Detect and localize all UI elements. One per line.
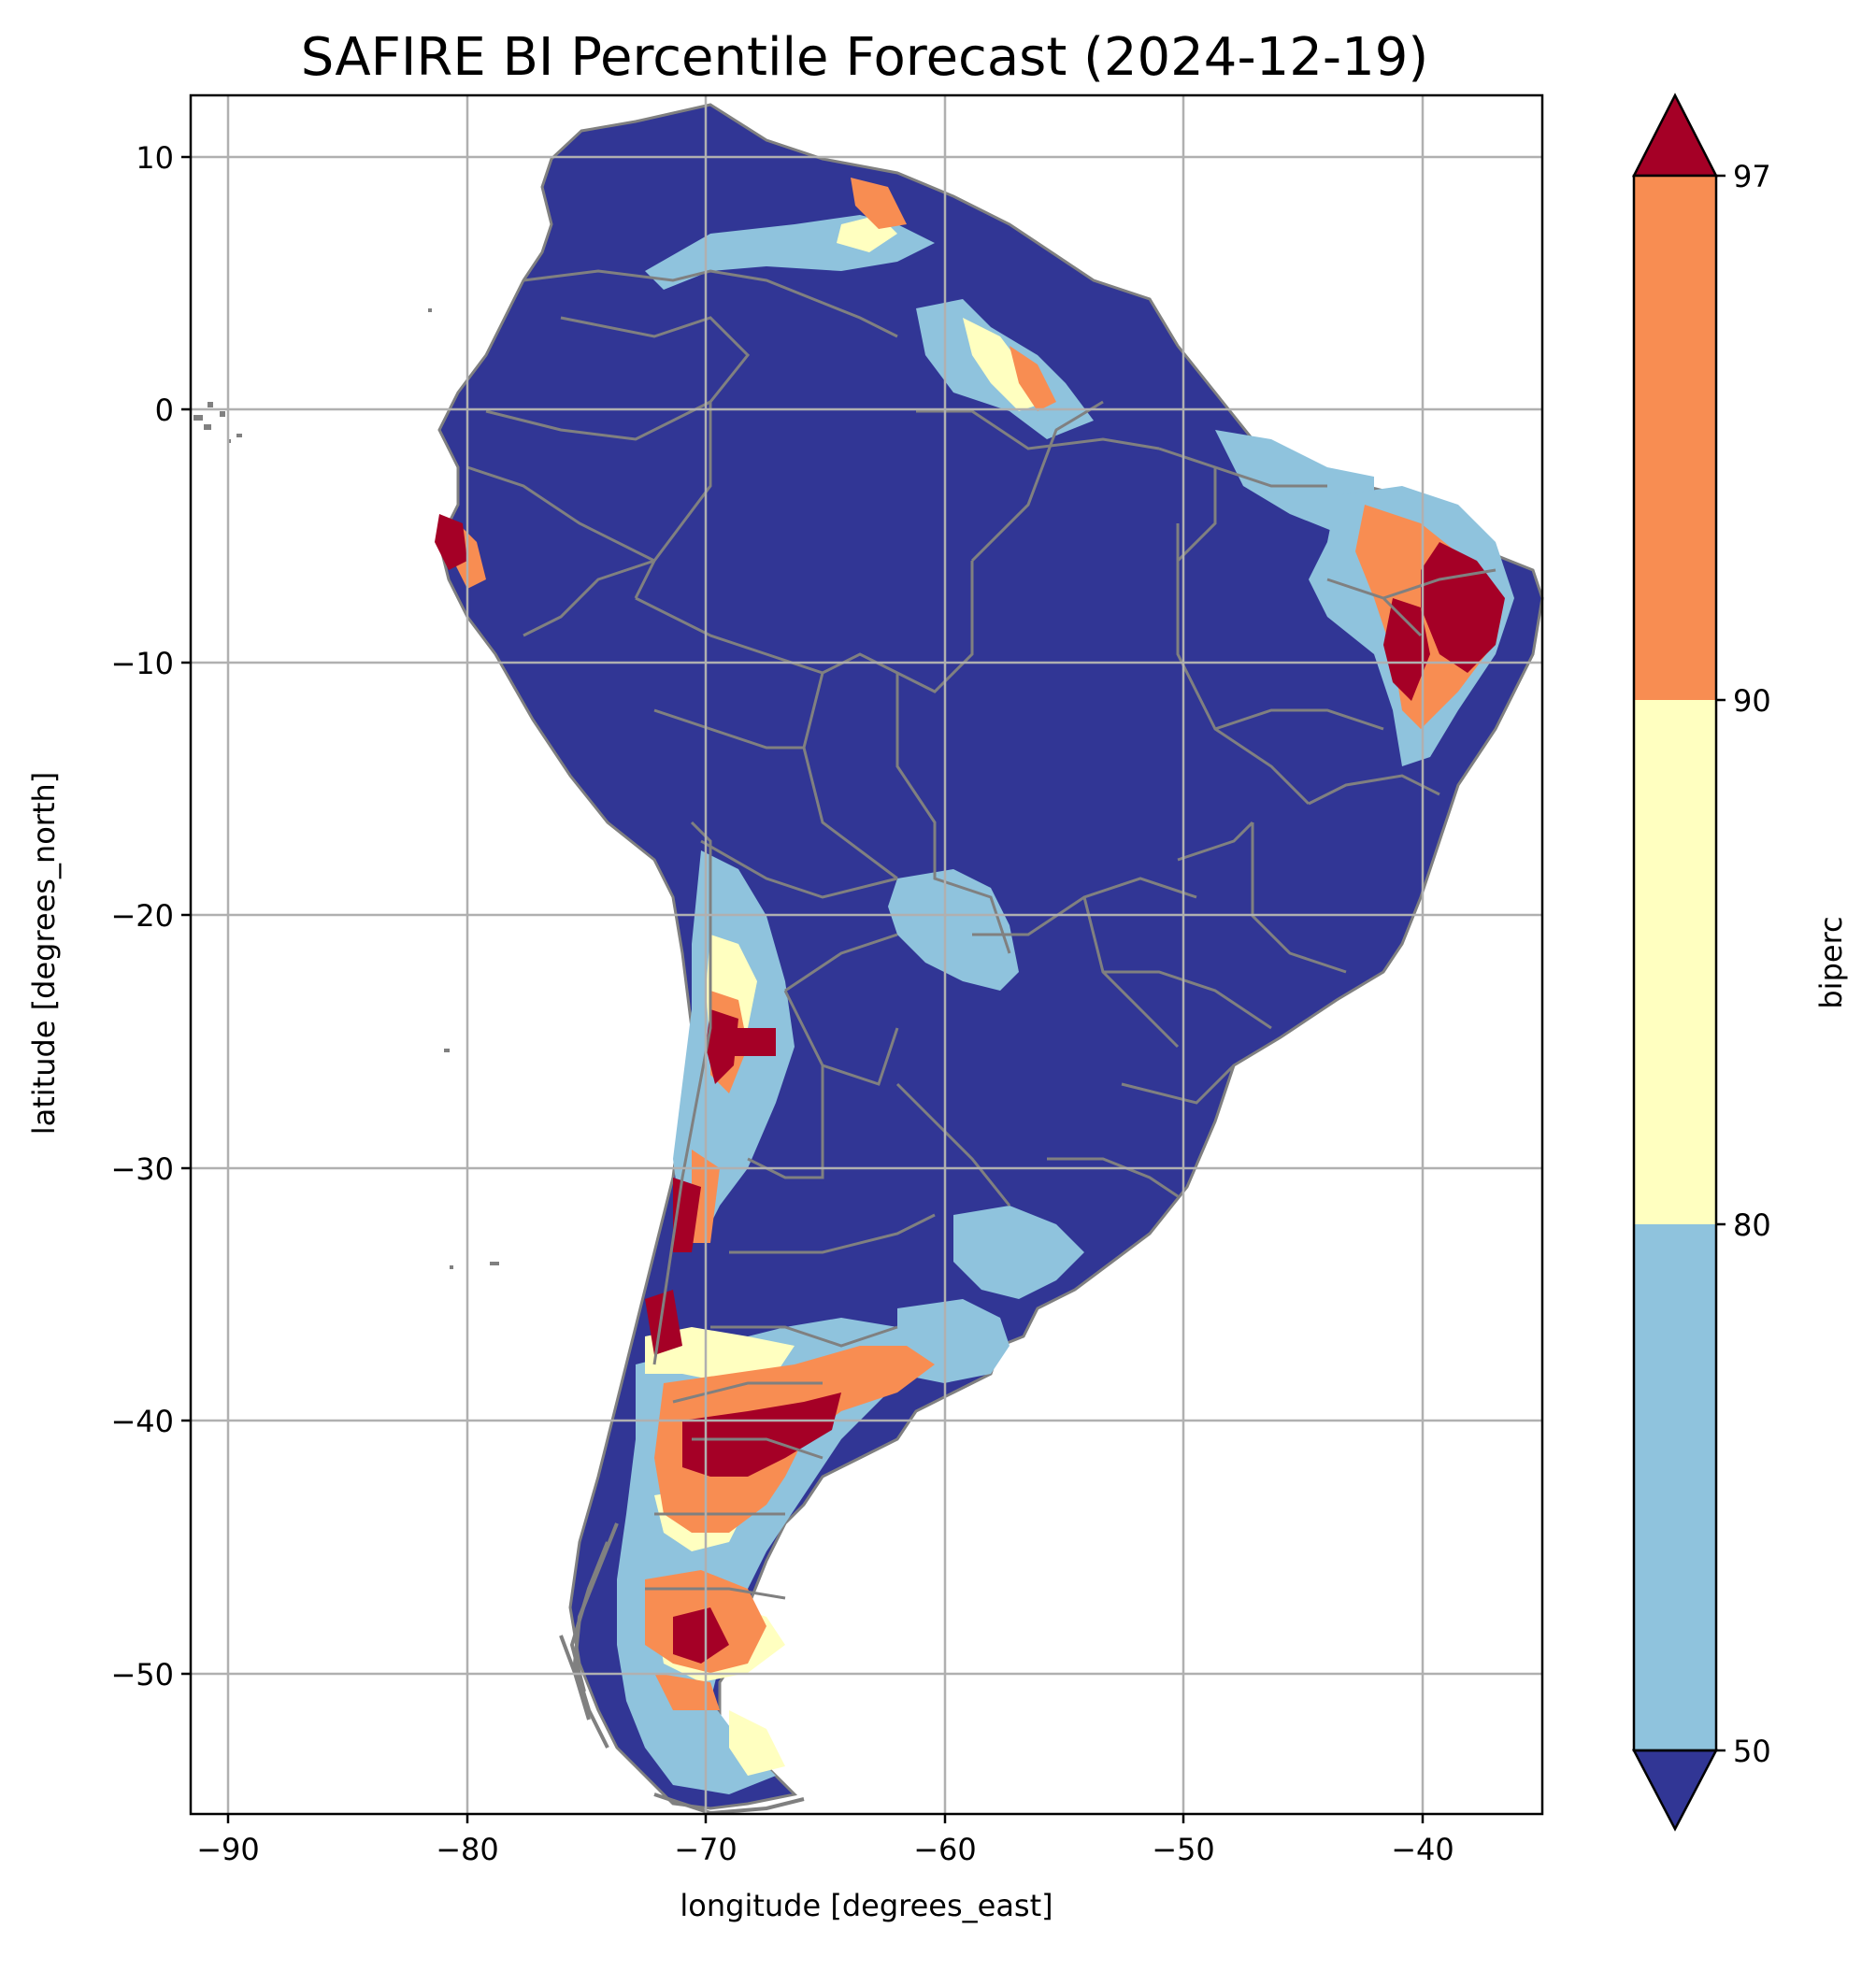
colorbar-band-90-97 <box>1634 176 1716 700</box>
colorbar-tick-label: 97 <box>1733 159 1771 194</box>
x-tick-label: −90 <box>196 1832 260 1867</box>
colorbar-tick-label: 90 <box>1733 683 1771 719</box>
x-tick-label: −40 <box>1391 1832 1454 1867</box>
y-tick-label: −40 <box>110 1404 174 1439</box>
y-tick-label: −10 <box>110 646 174 681</box>
y-axis <box>181 155 191 1676</box>
x-tick-label: −70 <box>674 1832 738 1867</box>
x-tick-label: −50 <box>1152 1832 1215 1867</box>
x-axis-label: longitude [degrees_east] <box>680 1888 1053 1923</box>
colorbar-band-50-80 <box>1634 1224 1716 1750</box>
plot-frame <box>189 93 1544 1816</box>
map-axes: −90 −80 −70 −60 −50 −40 10 0 −10 −20 −30… <box>26 93 1544 1923</box>
x-tick-label: −60 <box>913 1832 977 1867</box>
colorbar-band-80-90 <box>1634 700 1716 1224</box>
colorbar: 97 90 80 50 biperc <box>1631 93 1849 1832</box>
borders <box>466 269 1497 1600</box>
colorbar-label: biperc <box>1813 916 1849 1008</box>
x-tick-label: −80 <box>436 1832 499 1867</box>
chart-title: SAFIRE BI Percentile Forecast (2024-12-1… <box>301 27 1428 88</box>
y-tick-label: 10 <box>136 140 174 176</box>
gridlines <box>191 95 1542 1814</box>
colorbar-extend-bottom <box>1631 1749 1719 1832</box>
y-axis-label: latitude [degrees_north] <box>26 772 62 1135</box>
colorbar-tick-label: 80 <box>1733 1207 1771 1243</box>
y-tick-label: −30 <box>110 1151 174 1187</box>
colorbar-frame <box>1632 174 1718 1752</box>
colorbar-extend-top <box>1631 93 1719 178</box>
x-axis <box>226 1814 1425 1823</box>
y-tick-label: −20 <box>110 898 174 934</box>
colorbar-tick-label: 50 <box>1733 1734 1771 1769</box>
layer-above-97 <box>435 514 1505 1664</box>
y-tick-label: −50 <box>110 1657 174 1692</box>
y-tick-label: 0 <box>155 393 174 428</box>
